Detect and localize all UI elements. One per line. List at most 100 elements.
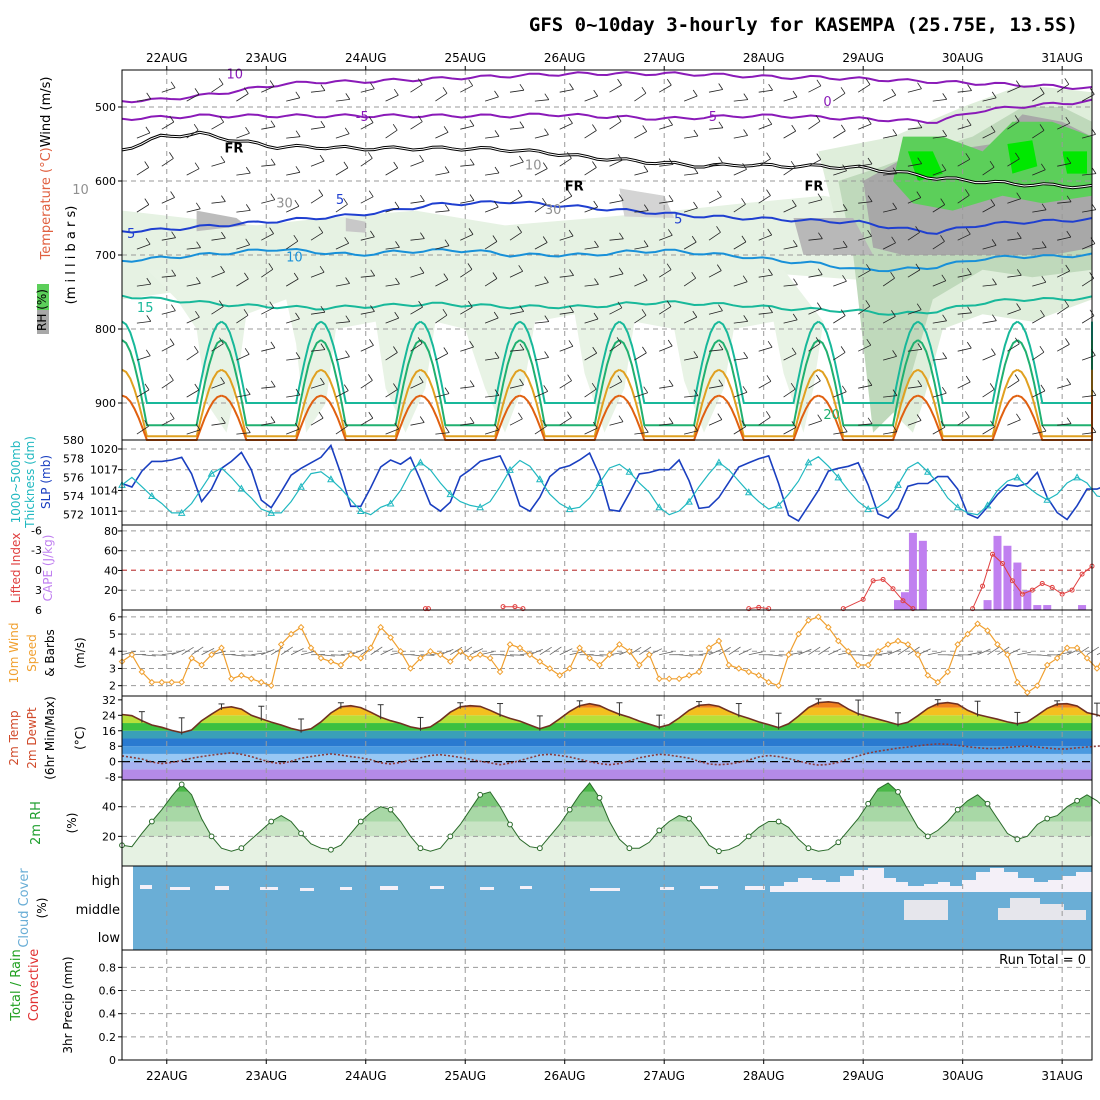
y-tick-label: 0.2 <box>99 1031 117 1044</box>
wind-barb <box>932 204 945 213</box>
wind-barb <box>460 269 473 278</box>
wind-barb-flag <box>295 312 300 320</box>
wind-barb <box>261 199 275 204</box>
wind-barb-flag <box>592 161 597 168</box>
wind-barb <box>211 83 224 93</box>
wind-speed-point <box>1083 654 1091 662</box>
wind-speed-point <box>934 678 942 686</box>
temperature-band <box>122 769 1092 780</box>
y-tick-label: 16 <box>102 725 116 738</box>
wind-speed-point <box>835 637 842 645</box>
wind-speed-point <box>566 665 573 672</box>
wind-speed-point <box>357 654 365 662</box>
wind-barb-flag <box>815 115 821 122</box>
surface-wind-barb <box>261 649 275 656</box>
isotherm-cycle-line <box>320 368 421 438</box>
wind-barb <box>236 432 251 435</box>
wind-barb <box>385 283 400 287</box>
wind-barb-flag <box>494 423 499 431</box>
wind-barb-flag <box>443 126 449 133</box>
wind-barb <box>385 352 398 361</box>
surface-wind-barb <box>559 648 573 656</box>
wind-barb <box>907 127 922 130</box>
wind-barb <box>360 417 374 426</box>
wind-barb-flag <box>716 264 722 271</box>
wind-barb-flag <box>567 374 572 381</box>
wind-barb <box>684 135 698 139</box>
surface-wind-barb <box>947 654 962 657</box>
wind-barb-flag <box>990 420 995 428</box>
wind-barb-flag <box>468 228 474 235</box>
axis-label: Temperature (°C)Wind (m/s) <box>39 77 54 261</box>
wind-barb <box>932 135 947 139</box>
wind-barb-flag <box>817 414 823 421</box>
wind-barb <box>286 394 301 398</box>
wind-barb <box>335 99 350 102</box>
wind-speed-point <box>417 654 424 662</box>
axis-label: Speed <box>25 634 39 672</box>
wind-barb-flag <box>144 198 150 205</box>
axis-label-part: & Barbs <box>43 629 57 677</box>
chart-title: GFS 0~10day 3-hourly for KASEMPA (25.75E… <box>529 14 1078 36</box>
wind-barb <box>858 269 871 278</box>
surface-wind-barb <box>698 652 713 656</box>
cape-tick-label: 20 <box>104 584 118 597</box>
wind-barb <box>534 425 547 435</box>
lifted-index-point <box>910 606 916 612</box>
rh-point <box>835 839 842 846</box>
axis-label-part: Speed <box>25 634 39 672</box>
wind-barb <box>335 283 350 287</box>
wind-barb <box>460 386 475 389</box>
wind-barb <box>509 384 524 389</box>
surface-wind-barb <box>141 654 156 657</box>
wind-barb <box>1082 173 1097 176</box>
wind-barb <box>957 312 972 315</box>
wind-barb-flag <box>221 231 226 239</box>
wind-barb-flag <box>170 81 176 89</box>
wind-barb-flag <box>1066 157 1072 164</box>
wind-barb <box>733 426 746 435</box>
wind-barb <box>286 428 300 435</box>
wind-barb <box>708 385 723 389</box>
wind-barb-flag <box>270 380 276 388</box>
wind-barb <box>310 417 324 426</box>
wind-barb-flag <box>1016 269 1022 276</box>
lifted-index-point <box>900 598 906 604</box>
wind-barb-flag <box>1016 232 1022 239</box>
wind-barb <box>261 386 276 389</box>
wind-barb-flag <box>917 380 923 387</box>
cape-bar <box>1033 605 1042 610</box>
bottom-date-label: 26AUG <box>544 1069 586 1083</box>
isotherm-line <box>121 71 1093 104</box>
wind-barb <box>285 278 299 287</box>
lifted-index-point <box>500 604 506 610</box>
wind-barb <box>534 391 548 398</box>
wind-barb <box>484 206 499 213</box>
cloud-level-label: high <box>92 874 120 889</box>
wind-barb <box>211 161 226 167</box>
wind-barb-flag <box>542 197 547 205</box>
wind-barb-flag <box>393 346 398 353</box>
wind-barb <box>534 242 548 250</box>
rh-point <box>716 848 722 855</box>
wind-barb-flag <box>1041 275 1047 283</box>
rh-point <box>775 818 782 825</box>
wind-barb <box>584 284 599 287</box>
lifted-index-point <box>746 606 752 612</box>
cape-bar <box>1013 562 1022 610</box>
isotherm-cycle-line <box>121 368 222 438</box>
wind-barb-flag <box>643 426 649 433</box>
cloud-gap <box>300 888 314 891</box>
axis-label-part: Cloud Cover <box>17 868 32 948</box>
high-cloud-gap <box>1034 882 1048 892</box>
wind-barb-flag <box>592 421 598 429</box>
wind-barb-flag <box>668 158 674 165</box>
wind-barb <box>683 207 698 213</box>
wind-barb-flag <box>867 229 872 237</box>
panel-frame <box>121 524 1093 611</box>
wind-barb-flag <box>568 340 574 347</box>
y-tick-label: 800 <box>95 323 116 336</box>
panel-frame <box>121 609 1093 697</box>
axis-label-part: 10m Wind <box>7 623 21 684</box>
wind-barb-flag <box>146 277 152 285</box>
